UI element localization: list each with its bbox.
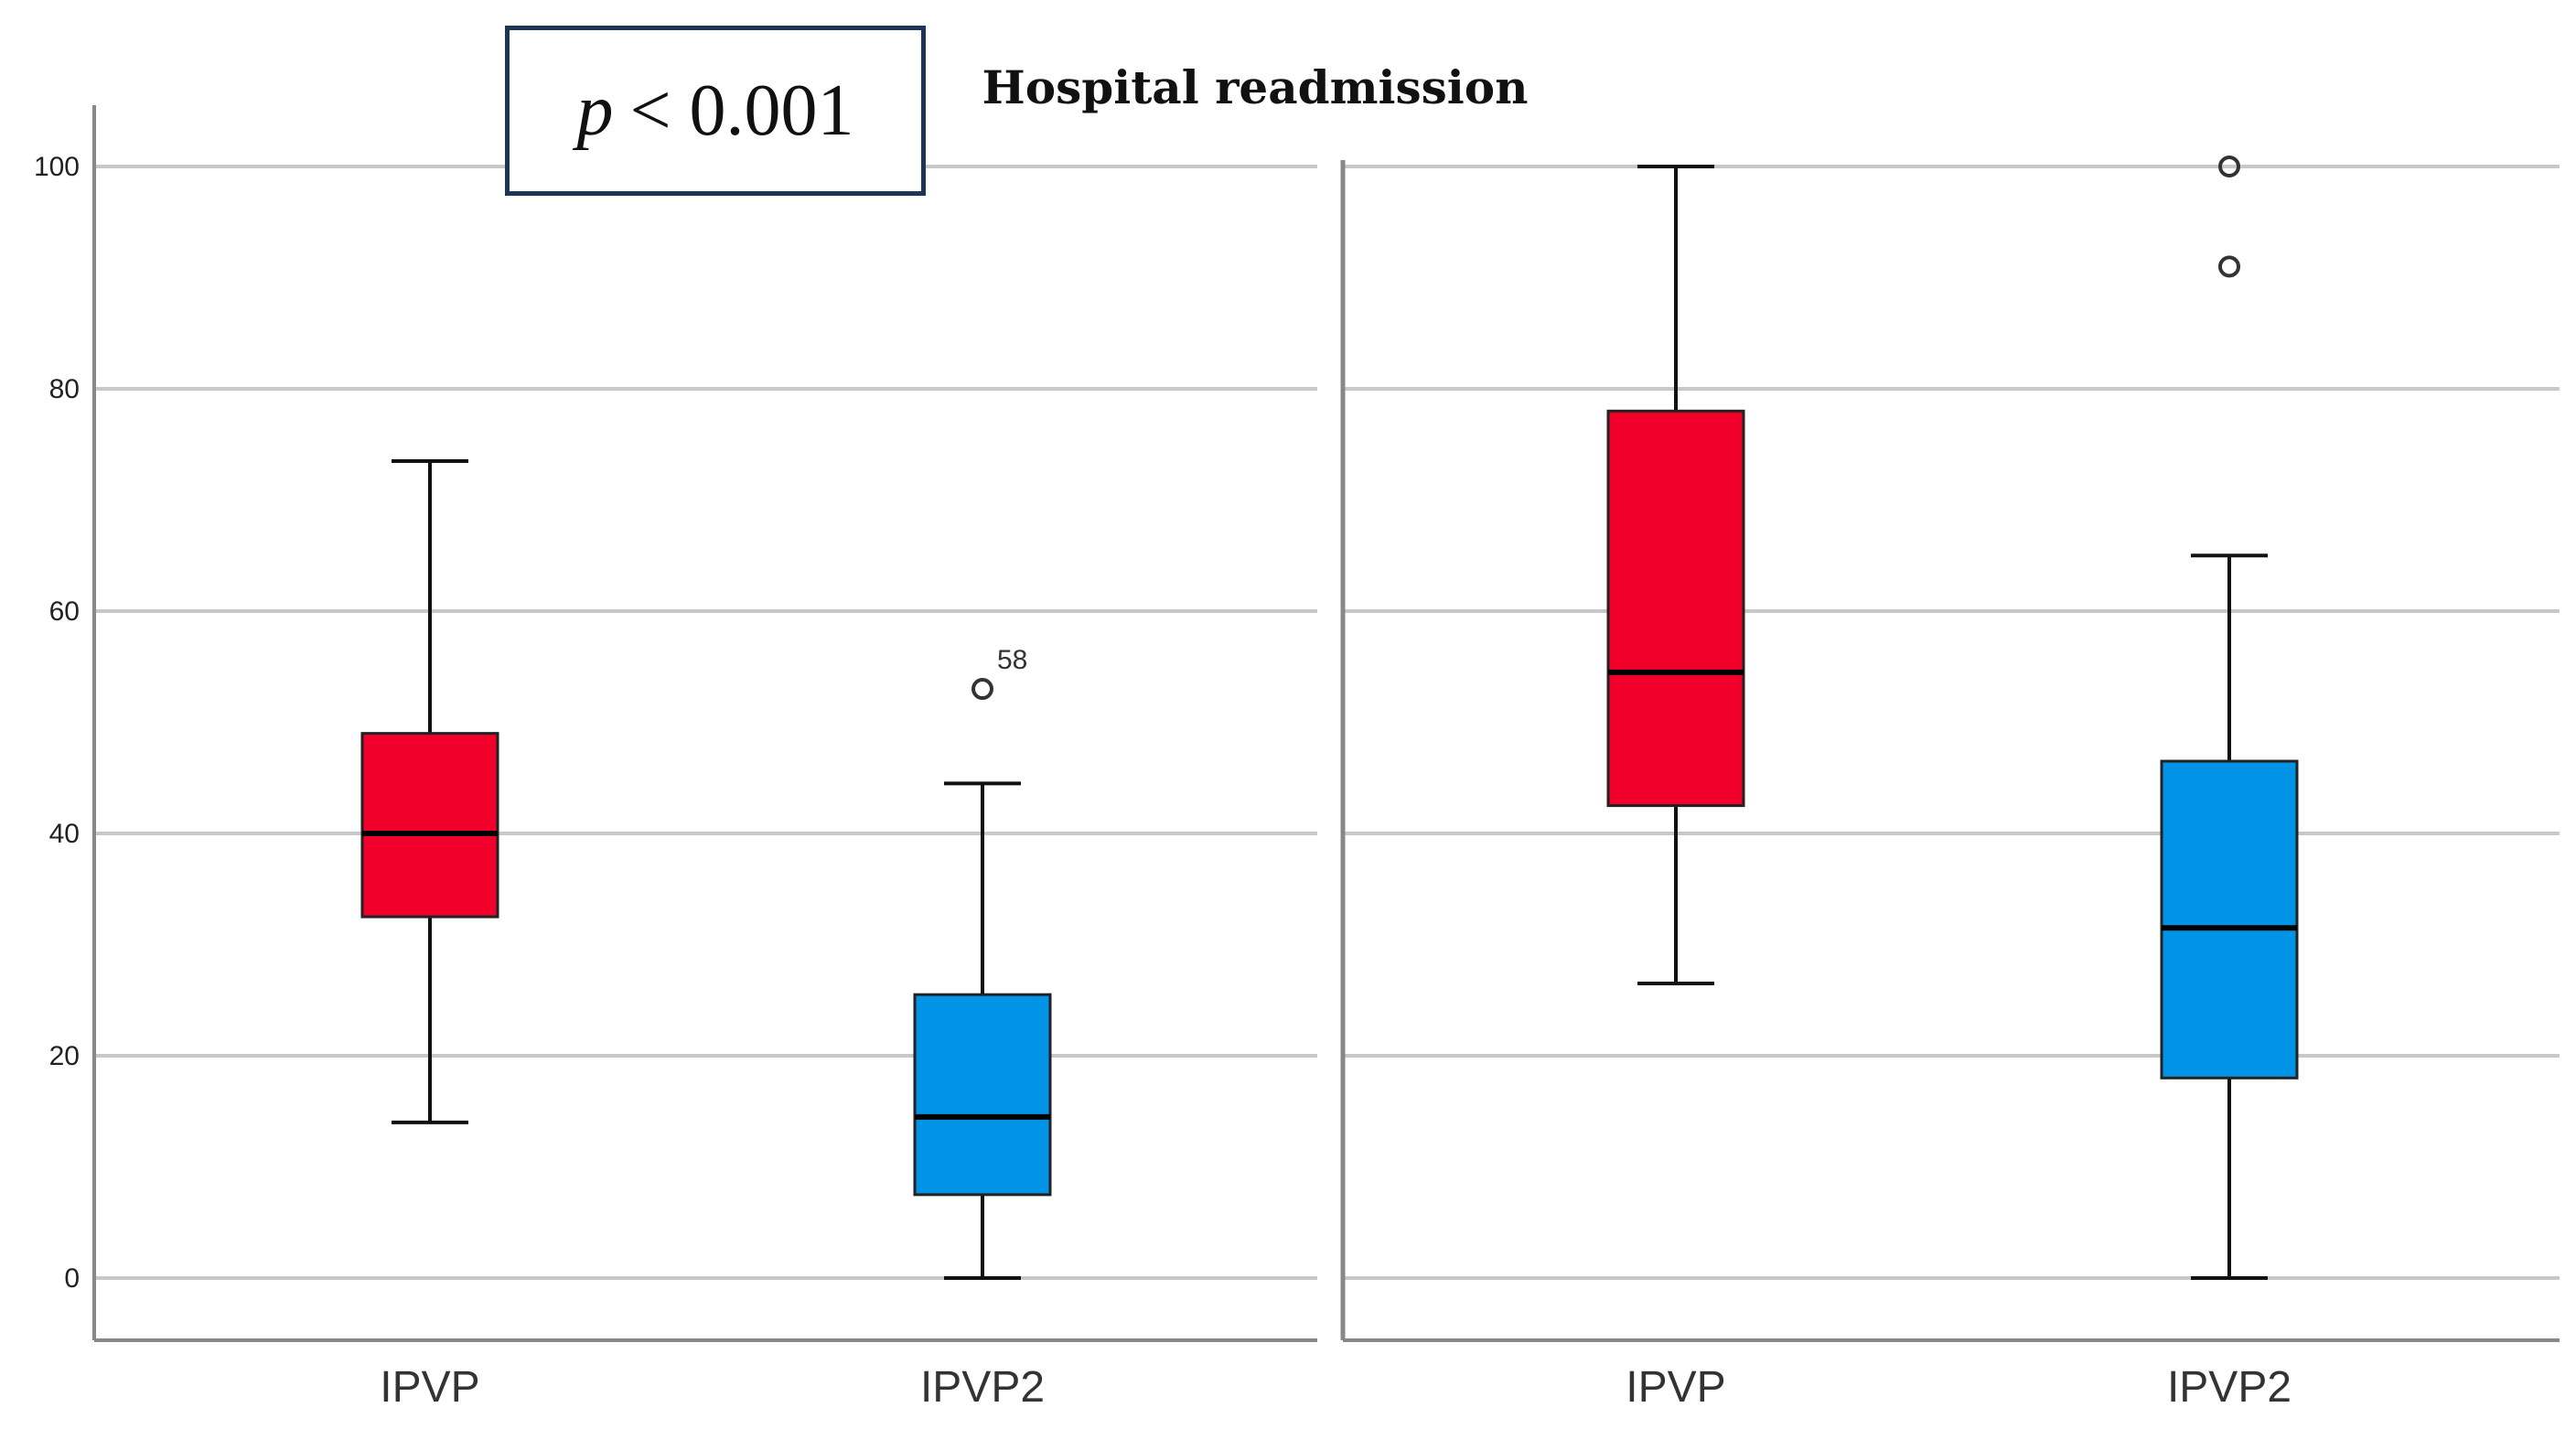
y-tick-label-60: 60 [49, 596, 80, 627]
boxes: 58 [360, 156, 2299, 1280]
category-labels: IPVP IPVP2 IPVP IPVP2 [380, 1363, 2292, 1412]
p-symbol: p [576, 70, 614, 151]
chart-title: Hospital readmission [982, 60, 1529, 114]
y-tick-label-20: 20 [49, 1041, 80, 1071]
panel1-ipvp-box [360, 732, 499, 919]
p-value-annotation: p < 0.001 [505, 26, 926, 196]
panel1-ipvp2-outlier-label-1: 58 [997, 645, 1027, 675]
panel1-ipvp2-category-label: IPVP2 [920, 1363, 1045, 1412]
panel2-ipvp2-box [2160, 759, 2299, 1080]
panel1-ipvp2-outlier-1 [971, 678, 993, 701]
gridlines [94, 165, 2560, 1280]
panel1-ipvp-category-label: IPVP [380, 1363, 479, 1412]
y-tick-label-100: 100 [34, 152, 80, 182]
panel2-ipvp2-outlier-1 [2218, 156, 2240, 177]
p-relation: < 0.001 [629, 70, 854, 151]
panel1-ipvp2-box [913, 993, 1052, 1197]
y-tick-labels: 0 20 40 60 80 100 [34, 152, 80, 1294]
panel2-ipvp-box [1606, 409, 1745, 808]
panel2-ipvp-category-label: IPVP [1626, 1363, 1725, 1412]
panel2-ipvp2-outlier-2 [2218, 255, 2240, 278]
panel2-ipvp2-category-label: IPVP2 [2167, 1363, 2292, 1412]
y-tick-label-80: 80 [49, 374, 80, 404]
y-tick-label-40: 40 [49, 819, 80, 849]
axes [92, 105, 2560, 1342]
y-tick-label-0: 0 [64, 1263, 80, 1294]
